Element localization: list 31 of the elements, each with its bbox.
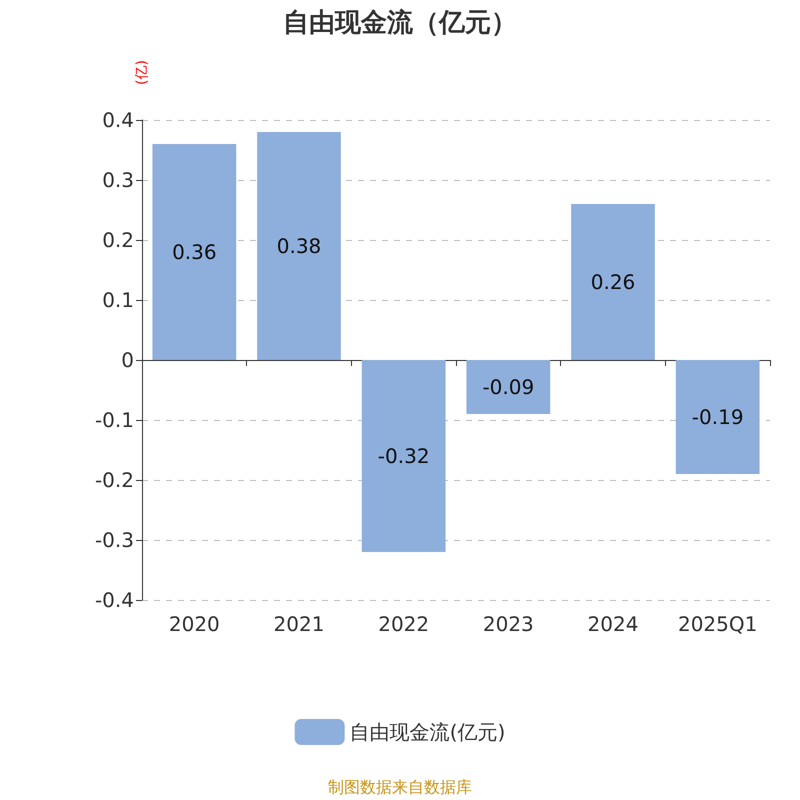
y-tick-label: -0.4: [94, 588, 134, 612]
bar: [152, 144, 236, 360]
bar: [257, 132, 341, 360]
data-label: -0.09: [482, 375, 534, 399]
bar: [362, 360, 446, 552]
legend-label: 自由现金流(亿元): [350, 720, 506, 744]
x-tick-label: 2022: [378, 612, 430, 636]
x-tick-label: 2020: [168, 612, 220, 636]
y-tick-label: -0.2: [94, 468, 134, 492]
y-tick-label: 0: [121, 348, 134, 372]
x-tick-label: 2025Q1: [678, 612, 758, 636]
y-tick-label: -0.1: [94, 408, 134, 432]
x-tick-label: 2024: [588, 612, 638, 636]
y-tick-label: 0.1: [102, 288, 134, 312]
x-tick-label: 2023: [482, 612, 534, 636]
x-tick-label: 2021: [274, 612, 324, 636]
text: 制图数据来自数据库: [328, 778, 472, 796]
y-tick-label: 0.2: [102, 228, 134, 252]
data-label: 0.26: [590, 270, 636, 294]
data-label: 0.36: [172, 240, 217, 264]
bar: [466, 360, 550, 414]
chart-title: 自由现金流（亿元）: [283, 8, 517, 38]
y-axis-title: (亿): [134, 60, 150, 85]
y-tick-label: 0.4: [102, 108, 134, 132]
y-tick-label: 0.3: [102, 168, 134, 192]
data-label: -0.19: [692, 405, 744, 429]
bar: [571, 204, 655, 360]
data-label: -0.32: [378, 444, 430, 468]
data-label: 0.38: [276, 234, 322, 258]
bar: [676, 360, 760, 474]
y-tick-label: -0.3: [94, 528, 134, 552]
